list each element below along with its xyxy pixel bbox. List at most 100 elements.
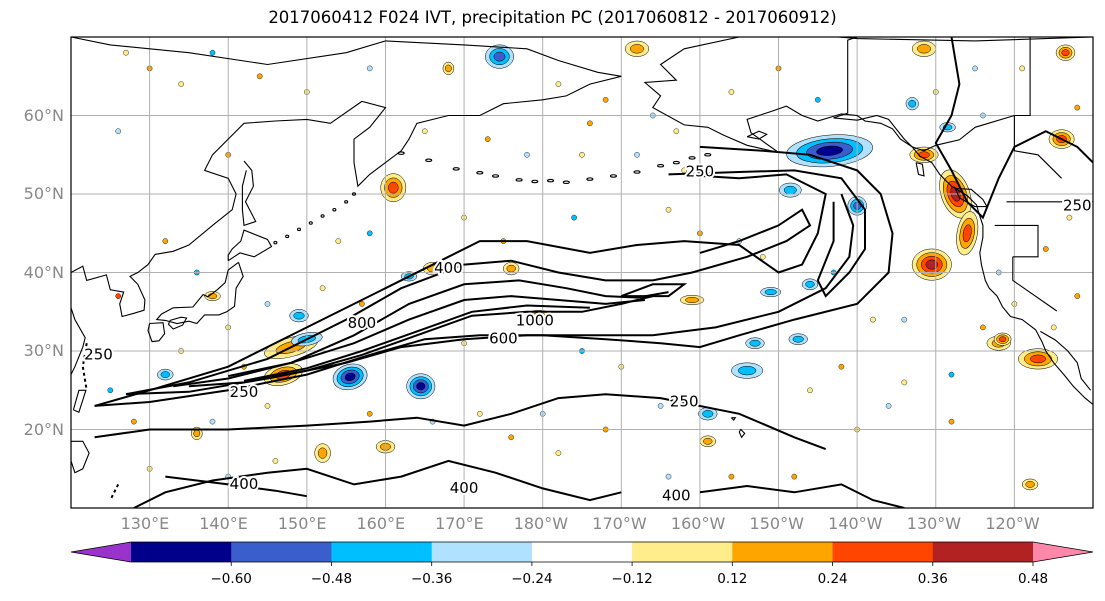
precip-pc-speck (901, 379, 908, 386)
island (547, 178, 555, 183)
precip-positive-anomaly (526, 309, 551, 322)
island (397, 151, 405, 155)
precip-negative-anomaly (779, 182, 802, 198)
pc-level-pos3 (998, 336, 1007, 342)
pc-level-neg4 (344, 372, 356, 382)
precip-pc-speck (579, 151, 585, 158)
precip-pc-speck (587, 120, 593, 127)
pc-level-neg3 (493, 51, 506, 62)
precip-positive-anomaly (1021, 478, 1039, 491)
ivt-contour-line (699, 483, 905, 508)
lon-tick-label: 130°W (906, 514, 962, 533)
pc-level-neg2 (792, 335, 804, 343)
precip-negative-anomaly (786, 134, 873, 168)
ivt-contour-label: 250 (670, 393, 699, 411)
pc-level-pos2 (685, 297, 700, 303)
island (296, 227, 302, 232)
precip-negative-anomaly (801, 278, 819, 291)
precip-pc-speck (807, 387, 813, 394)
precip-pc-speck (319, 285, 326, 292)
ivt-contour-label: 800 (348, 314, 377, 332)
ivt-contour-label: 250 (230, 383, 259, 401)
pc-level-pos2 (917, 44, 931, 54)
ivt-contour-line (94, 145, 894, 407)
coastline-segment (72, 389, 87, 413)
precip-pc-speck (1050, 324, 1057, 331)
ivt-contour-label: 1000 (516, 312, 554, 330)
lat-tick-label: 60°N (23, 105, 64, 125)
island (308, 221, 313, 225)
precip-positive-anomaly (314, 443, 331, 463)
coastline-segment (833, 37, 1015, 152)
pc-level-pos3 (1061, 49, 1070, 57)
island (273, 240, 278, 245)
precip-pc-speck (366, 65, 373, 72)
precip-pc-speck (673, 128, 680, 134)
figure-title: 2017060412 F024 IVT, precipitation PC (2… (268, 8, 837, 27)
precip-positive-anomaly (993, 332, 1012, 346)
ivt-contour-line (620, 283, 688, 298)
lat-tick-label: 30°N (23, 341, 64, 360)
ivt-contour-label: 400 (230, 475, 259, 493)
pc-level-pos2 (630, 44, 644, 54)
precip-pc-speck (980, 324, 986, 331)
ivt-contour-label: 250 (686, 163, 715, 181)
pc-level-neg2 (805, 280, 815, 288)
pc-level-pos3 (388, 181, 399, 194)
lon-tick-label: 120°W (985, 514, 1040, 533)
precip-pc-speck (728, 89, 735, 95)
precip-negative-anomaly (745, 337, 765, 349)
precip-pc-speck (421, 128, 428, 134)
precip-positive-anomaly (956, 211, 979, 256)
coastline-segment (994, 224, 1039, 258)
ivt-contour-label: 400 (450, 479, 479, 497)
island (688, 156, 696, 160)
island (515, 178, 523, 182)
precip-pc-speck (508, 434, 515, 441)
ivt-contour-label: 250 (1063, 196, 1092, 214)
precip-pc-speck (665, 206, 672, 213)
precip-pc-speck (728, 473, 735, 480)
colorbar-tick-label: −0.12 (611, 571, 653, 587)
island (609, 174, 617, 178)
pc-level-pos2 (193, 429, 201, 438)
island (320, 214, 325, 218)
ivt-contour-line (243, 304, 590, 382)
precip-negative-anomaly (485, 44, 514, 69)
lon-tick-label: 160°W (670, 514, 726, 533)
precip-negative-anomaly (406, 373, 436, 400)
colorbar-tick-label: 0.12 (717, 571, 748, 587)
lon-tick-label: 170°W (592, 514, 647, 533)
precip-pc-speck (791, 473, 798, 480)
pc-level-pos3 (1030, 354, 1046, 364)
precip-pc-speck (665, 473, 672, 480)
pc-level-neg2 (293, 311, 305, 320)
ivt-contour-line (934, 37, 1093, 220)
precip-positive-anomaly (911, 40, 937, 57)
precip-positive-anomaly (1018, 348, 1058, 370)
coastline-segment (1013, 115, 1062, 179)
precip-positive-anomaly (911, 248, 952, 281)
precip-pc-speck (524, 151, 530, 158)
colorbar-tick-label: −0.36 (411, 571, 453, 587)
colorbar-tick-label: −0.60 (210, 571, 252, 587)
precip-positive-anomaly (680, 295, 705, 305)
precip-pc-speck (366, 410, 373, 417)
precip-pc-speck (476, 410, 483, 417)
pc-level-pos2 (703, 437, 713, 445)
lon-tick-label: 140°W (828, 514, 883, 533)
coastline-segment (147, 322, 166, 343)
precip-pc-speck (335, 238, 342, 244)
island (452, 167, 460, 171)
map-frame (70, 36, 1094, 509)
pc-level-neg4 (416, 382, 426, 391)
colorbar-tick-label: −0.48 (310, 571, 353, 587)
pc-level-neg2 (783, 185, 797, 195)
lat-tick-label: 40°N (23, 262, 64, 282)
precip-pc-speck (272, 458, 279, 464)
precip-negative-anomaly (698, 407, 718, 421)
precip-pc-speck (634, 151, 640, 158)
precip-positive-anomaly (1055, 44, 1076, 61)
precip-pc-speck (162, 238, 169, 244)
